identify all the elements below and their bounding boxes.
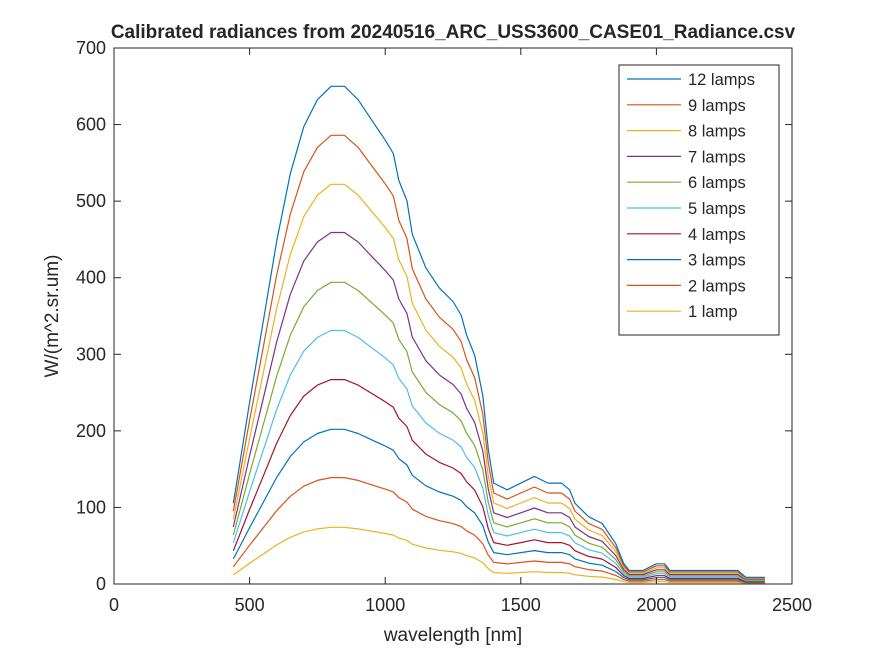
y-tick-label: 700	[76, 38, 106, 58]
series-line-6-lamps	[232, 281, 765, 581]
series-line-7-lamps	[232, 231, 765, 580]
chart-title: Calibrated radiances from 20240516_ARC_U…	[111, 22, 796, 43]
x-tick-label: 1000	[365, 595, 405, 615]
series-line-8-lamps	[232, 183, 765, 580]
legend-label: 2 lamps	[688, 277, 746, 295]
legend-label: 8 lamps	[688, 123, 746, 141]
series-line-2-lamps	[232, 477, 765, 584]
y-tick-label: 200	[76, 421, 106, 441]
y-tick-label: 400	[76, 268, 106, 288]
series-line-3-lamps	[232, 428, 765, 583]
x-tick-label: 0	[109, 595, 119, 615]
series-line-1-lamp	[232, 526, 765, 584]
legend-label: 3 lamps	[688, 252, 746, 270]
x-tick-label: 500	[235, 595, 265, 615]
legend-label: 4 lamps	[688, 226, 746, 244]
legend: 12 lamps 9 lamps 8 lamps 7 lamps 6 lamps 5 la…	[618, 64, 780, 336]
series-line-4-lamps	[232, 379, 765, 582]
legend-box	[618, 64, 780, 336]
legend-label: 12 lamps	[688, 71, 755, 89]
x-tick-label: 2500	[772, 595, 812, 615]
ticks-layer: 0 500 1000 1500 2000 2500 0 100 200 300 400 500 600 7…	[76, 38, 812, 615]
x-tick-label: 1500	[501, 595, 541, 615]
y-tick-label: 300	[76, 344, 106, 364]
x-tick-label: 2000	[636, 595, 676, 615]
y-axis-label: W/(m^2.sr.um)	[42, 255, 63, 378]
axes-box	[113, 47, 793, 585]
legend-label: 5 lamps	[688, 200, 746, 218]
y-tick-label: 0	[96, 574, 106, 594]
y-tick-label: 600	[76, 115, 106, 135]
series-line-12-lamps	[232, 85, 765, 578]
series-line-5-lamps	[232, 329, 765, 582]
legend-label: 1 lamp	[688, 303, 738, 321]
x-axis-label: wavelength [nm]	[383, 625, 522, 646]
legend-label: 7 lamps	[688, 148, 746, 166]
series-layer	[232, 85, 765, 584]
y-tick-label: 500	[76, 191, 106, 211]
y-tick-label: 100	[76, 497, 106, 517]
legend-label: 9 lamps	[688, 97, 746, 115]
legend-label: 6 lamps	[688, 174, 746, 192]
series-line-9-lamps	[232, 134, 765, 579]
